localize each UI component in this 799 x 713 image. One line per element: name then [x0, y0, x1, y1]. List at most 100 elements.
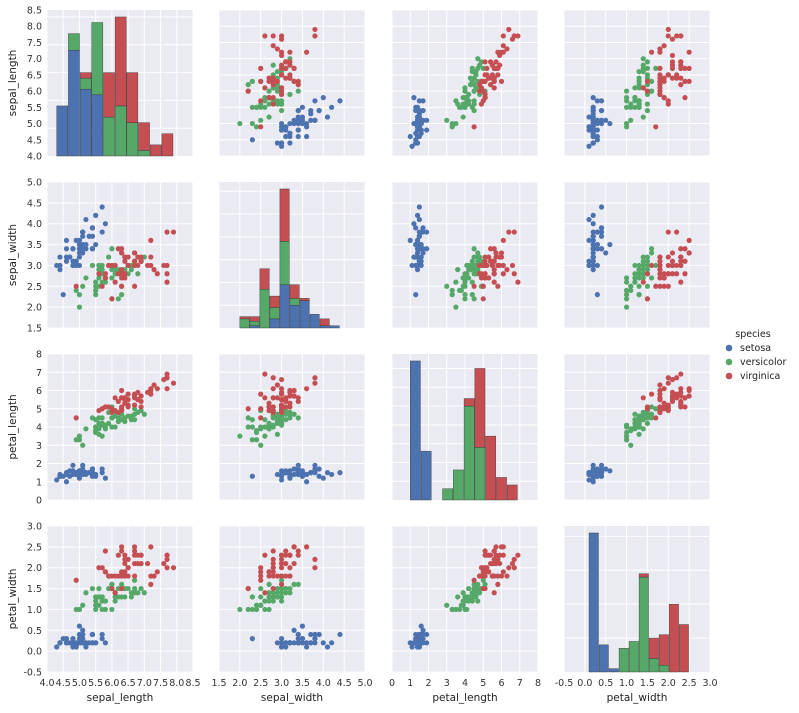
x-tick-label: 2.0 [232, 678, 247, 689]
point-versicolor [76, 606, 83, 613]
point-versicolor [649, 78, 655, 84]
point-setosa [312, 462, 318, 468]
point-virginica [495, 283, 501, 289]
point-setosa [80, 468, 86, 474]
point-setosa [76, 640, 83, 646]
point-virginica [115, 552, 121, 558]
point-versicolor [623, 437, 630, 443]
point-versicolor [466, 585, 472, 592]
point-virginica [125, 565, 131, 571]
point-setosa [308, 640, 314, 646]
point-versicolor [653, 406, 659, 412]
point-virginica [266, 569, 272, 575]
point-virginica [96, 565, 102, 571]
point-versicolor [623, 304, 630, 310]
point-setosa [416, 98, 422, 104]
point-virginica [657, 254, 663, 260]
point-versicolor [632, 417, 638, 423]
hist-bar-virginica [496, 477, 507, 501]
point-virginica [493, 65, 499, 71]
point-setosa [418, 623, 424, 629]
point-setosa [603, 117, 609, 123]
point-versicolor [644, 415, 651, 421]
point-setosa [598, 98, 605, 104]
point-virginica [122, 573, 128, 579]
point-virginica [283, 59, 289, 65]
hist-bar-versicolor [126, 122, 139, 157]
point-versicolor [640, 275, 646, 281]
point-versicolor [287, 585, 293, 592]
point-setosa [304, 479, 310, 485]
point-setosa [76, 262, 83, 269]
point-setosa [291, 466, 297, 472]
y-tick-label: 0.5 [27, 626, 42, 637]
point-virginica [515, 33, 521, 39]
point-virginica [674, 395, 680, 401]
hist-bar-versicolor [453, 469, 464, 501]
point-versicolor [253, 606, 260, 613]
panel-sepal_length-vs-petal_length [391, 9, 539, 157]
point-virginica [291, 78, 297, 84]
point-versicolor [278, 585, 285, 592]
point-virginica [669, 65, 676, 71]
point-setosa [287, 468, 293, 474]
point-virginica [258, 65, 264, 71]
point-virginica [471, 124, 477, 130]
point-setosa [420, 98, 426, 104]
point-setosa [598, 473, 605, 479]
point-virginica [657, 387, 663, 394]
pairplot-panels: 4.0 4.5 5.0 5.5 6.0 6.5 7.0 7.5 8.0 8.5sepal_leng… [7, 6, 718, 705]
point-setosa [416, 111, 422, 117]
point-setosa [590, 241, 596, 248]
point-versicolor [477, 590, 483, 596]
point-virginica [138, 393, 144, 399]
point-virginica [506, 229, 512, 235]
point-setosa [416, 216, 422, 223]
point-virginica [511, 271, 517, 277]
point-virginica [500, 262, 506, 269]
point-setosa [283, 644, 289, 650]
point-virginica [644, 271, 651, 277]
point-setosa [586, 477, 592, 483]
point-virginica [278, 72, 285, 78]
point-virginica [657, 275, 663, 281]
hist-bar-setosa [91, 94, 104, 157]
point-virginica [122, 552, 128, 558]
point-versicolor [653, 262, 659, 269]
x-tick-label: 4.5 [56, 678, 71, 689]
point-setosa [73, 258, 79, 264]
point-setosa [418, 262, 424, 269]
point-versicolor [464, 594, 470, 600]
hist-bar-virginica [668, 603, 679, 673]
point-versicolor [278, 598, 285, 604]
point-virginica [477, 88, 483, 94]
point-versicolor [456, 287, 463, 294]
point-versicolor [274, 590, 280, 596]
point-setosa [598, 470, 605, 476]
legend-title: species [735, 329, 771, 340]
point-versicolor [128, 417, 134, 423]
point-setosa [278, 140, 285, 146]
point-versicolor [475, 250, 481, 256]
hist-bar-versicolor [68, 33, 80, 51]
point-setosa [414, 250, 421, 256]
point-versicolor [274, 415, 280, 421]
point-setosa [278, 636, 285, 642]
point-versicolor [644, 101, 651, 107]
point-virginica [112, 590, 118, 596]
point-versicolor [460, 114, 466, 120]
point-virginica [487, 552, 494, 558]
point-setosa [312, 631, 318, 638]
point-virginica [132, 548, 138, 554]
point-virginica [674, 229, 680, 235]
point-virginica [665, 375, 671, 381]
point-setosa [287, 120, 293, 127]
point-virginica [478, 101, 485, 107]
y-tick-label: 5.0 [27, 178, 42, 189]
x-axis-label-petal_length: petal_length [432, 692, 497, 704]
point-virginica [500, 544, 506, 550]
point-virginica [138, 258, 144, 264]
point-setosa [102, 640, 108, 646]
point-virginica [682, 404, 688, 410]
hist-bar-virginica [259, 268, 270, 290]
